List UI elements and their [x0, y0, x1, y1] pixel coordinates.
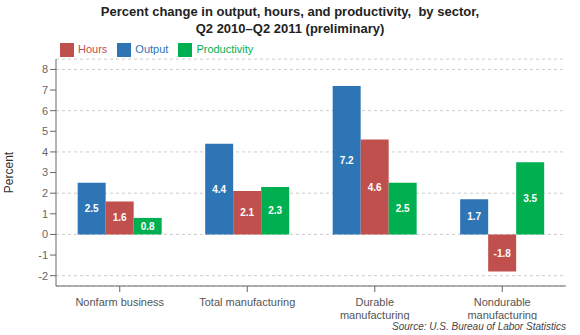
svg-text:2.1: 2.1 — [240, 207, 254, 218]
svg-text:0.8: 0.8 — [141, 221, 155, 232]
svg-text:5: 5 — [42, 125, 48, 137]
html-text:Hours: Hours — [78, 43, 108, 55]
svg-text:Nondurablemanufacturing: Nondurablemanufacturing — [467, 296, 537, 320]
svg-text:7: 7 — [42, 84, 48, 96]
svg-text:1: 1 — [42, 208, 48, 220]
svg-text:0: 0 — [42, 228, 48, 240]
svg-text:Percent: Percent — [8, 151, 16, 193]
svg-text:3: 3 — [42, 166, 48, 178]
html-text:Productivity: Productivity — [196, 43, 254, 55]
svg-text:2.3: 2.3 — [268, 205, 282, 216]
svg-text:Durablemanufacturing: Durablemanufacturing — [340, 296, 410, 320]
svg-text:3.5: 3.5 — [523, 193, 537, 204]
svg-text:4.6: 4.6 — [368, 182, 382, 193]
svg-text:-1: -1 — [38, 249, 48, 261]
svg-text:Total manufacturing: Total manufacturing — [199, 296, 295, 308]
svg-text:2: 2 — [42, 187, 48, 199]
svg-text:6: 6 — [42, 105, 48, 117]
html-text:Source: U.S. Bureau of Labor S: Source: U.S. Bureau of Labor Statistics — [392, 321, 566, 332]
svg-text:4: 4 — [42, 146, 48, 158]
svg-text:2.5: 2.5 — [85, 203, 99, 214]
svg-text:-1.8: -1.8 — [494, 248, 512, 259]
svg-text:-2: -2 — [38, 270, 48, 282]
svg-text:Nonfarm business: Nonfarm business — [75, 296, 164, 308]
svg-text:4.4: 4.4 — [212, 184, 226, 195]
svg-text:8: 8 — [42, 63, 48, 75]
svg-text:7.2: 7.2 — [340, 155, 354, 166]
html-text:Output: Output — [135, 43, 169, 55]
html-text:Percent change in output, hour: Percent change in output, hours, and pro… — [100, 4, 480, 36]
svg-text:1.6: 1.6 — [113, 212, 127, 223]
svg-text:2.5: 2.5 — [396, 203, 410, 214]
svg-text:1.7: 1.7 — [467, 211, 481, 222]
